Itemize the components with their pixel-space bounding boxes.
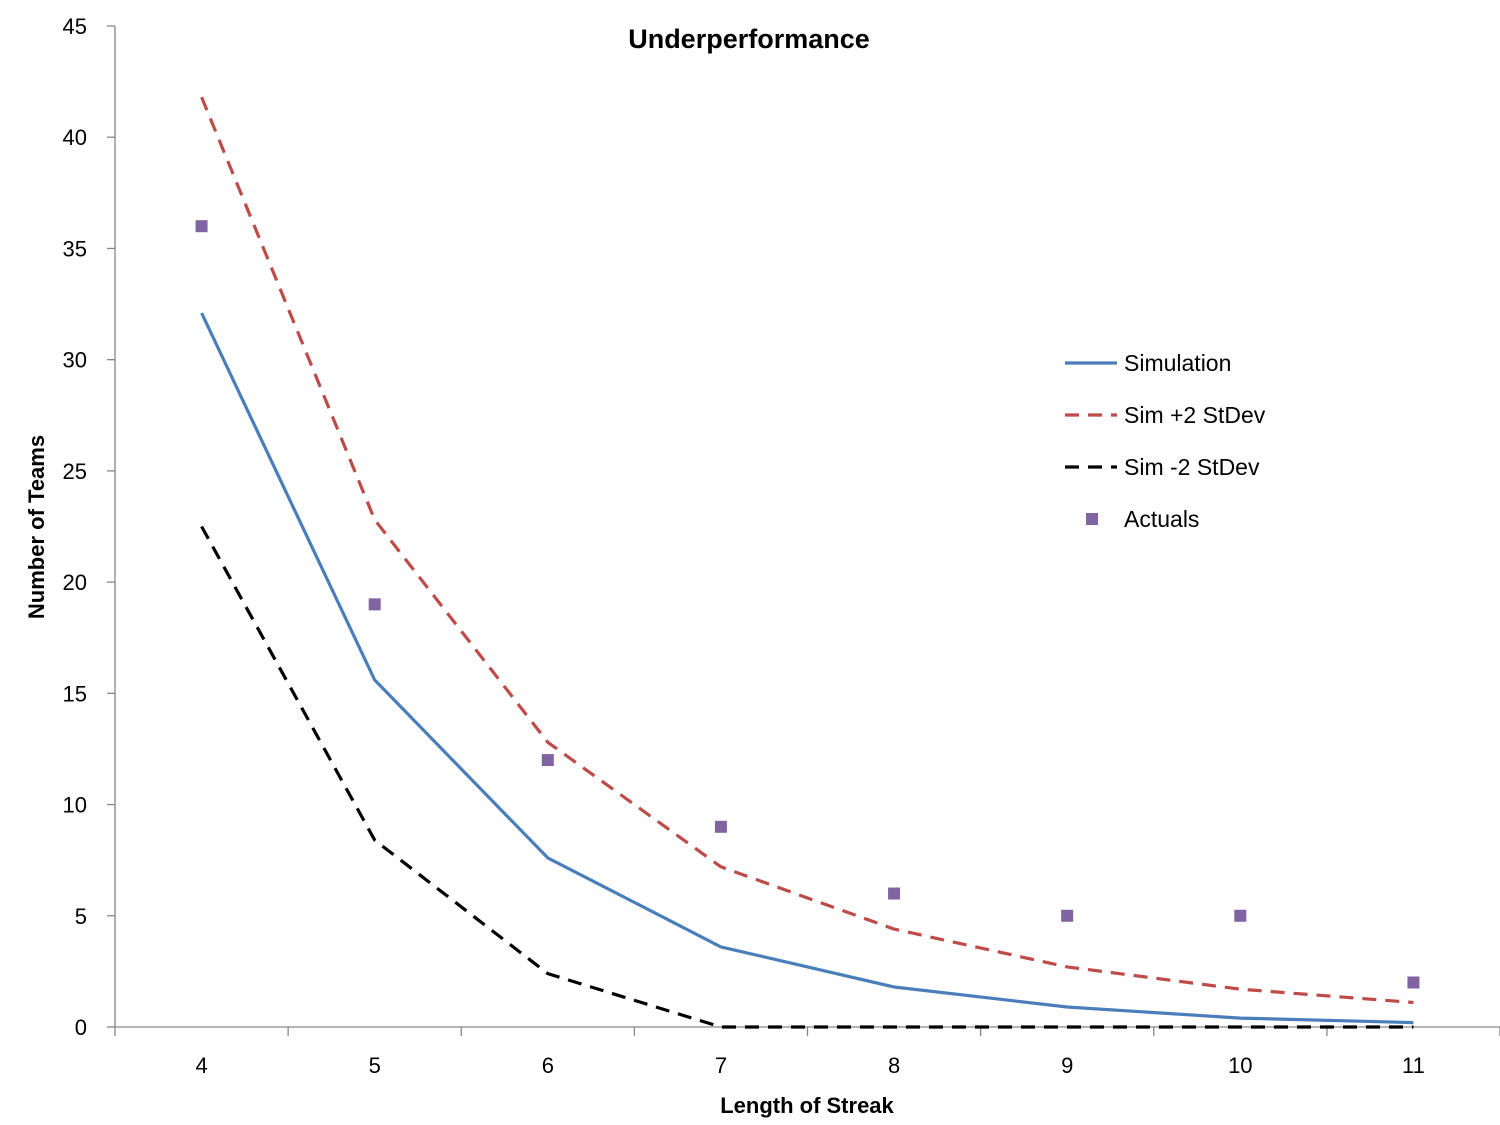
actuals-marker <box>1407 976 1420 989</box>
actuals-marker <box>1234 909 1247 922</box>
x-tick-label: 5 <box>369 1053 381 1078</box>
actuals-marker <box>714 820 727 833</box>
legend-label-sim-2-stdev: Sim +2 StDev <box>1124 402 1266 428</box>
x-axis-title: Length of Streak <box>720 1093 894 1118</box>
y-tick-label: 20 <box>63 570 87 595</box>
series-line-simulation <box>200 312 1414 1025</box>
legend-label-simulation: Simulation <box>1124 350 1231 376</box>
series-line-sim-2-stdev <box>200 525 1414 1029</box>
legend-swatch-actuals <box>1086 513 1098 525</box>
chart-title: Underperformance <box>628 24 870 54</box>
x-tick-label: 6 <box>542 1053 554 1078</box>
y-tick-label: 40 <box>63 125 87 150</box>
y-tick-label: 15 <box>63 681 87 706</box>
y-tick-label: 10 <box>63 793 87 818</box>
actuals-marker <box>368 598 381 611</box>
actuals-marker <box>195 220 208 233</box>
y-tick-label: 0 <box>75 1015 87 1040</box>
x-tick-label: 9 <box>1061 1053 1073 1078</box>
x-tick-label: 11 <box>1402 1053 1425 1078</box>
x-tick-label: 10 <box>1228 1053 1252 1078</box>
x-tick-label: 4 <box>195 1053 207 1078</box>
legend: Simulation Sim +2 StDev Sim -2 StDev Actual… <box>1065 350 1266 532</box>
y-tick-label: 5 <box>75 904 87 929</box>
series-line-sim-2-stdev <box>200 96 1414 1005</box>
y-tick-label: 35 <box>63 236 87 261</box>
x-tick-label: 8 <box>888 1053 900 1078</box>
y-tick-label: 45 <box>63 14 87 39</box>
series-layer <box>195 96 1420 1029</box>
actuals-marker <box>1061 909 1074 922</box>
actuals-marker <box>888 887 901 900</box>
x-tick-label: 7 <box>715 1053 727 1078</box>
y-axis-title: Number of Teams <box>24 435 49 619</box>
legend-label-actuals: Actuals <box>1124 506 1199 532</box>
y-tick-label: 30 <box>63 348 87 373</box>
actuals-marker <box>541 754 554 767</box>
legend-label-sim-2-stdev: Sim -2 StDev <box>1124 454 1260 480</box>
y-tick-label: 25 <box>63 459 87 484</box>
